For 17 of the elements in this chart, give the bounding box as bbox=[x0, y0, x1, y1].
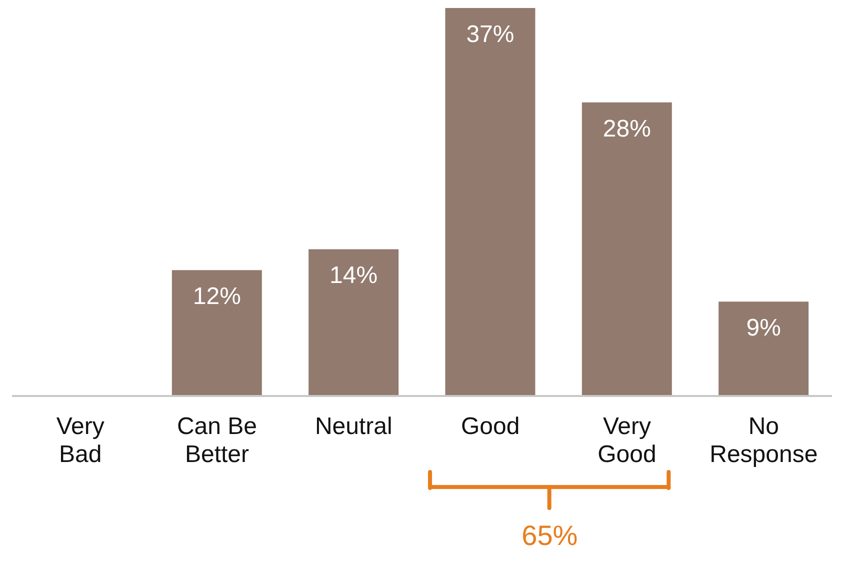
x-tick-label: Very Bad bbox=[56, 413, 104, 468]
bar bbox=[172, 270, 262, 396]
x-tick-label: Very Good bbox=[598, 413, 656, 468]
x-tick-label: Can Be Better bbox=[176, 413, 258, 468]
x-tick-label: Good bbox=[460, 413, 520, 440]
bar bbox=[582, 102, 672, 396]
data-label: 12% bbox=[192, 283, 241, 310]
data-label: 9% bbox=[746, 314, 781, 342]
data-label: 37% bbox=[466, 21, 514, 48]
data-label: 28% bbox=[602, 115, 651, 142]
bar bbox=[445, 8, 536, 396]
x-tick-label: No Response bbox=[710, 413, 818, 468]
bar bbox=[718, 302, 809, 396]
x-tick-label: Neutral bbox=[314, 413, 392, 440]
text: 65% bbox=[520, 520, 579, 552]
data-label: 14% bbox=[330, 262, 378, 290]
bar bbox=[308, 249, 399, 396]
